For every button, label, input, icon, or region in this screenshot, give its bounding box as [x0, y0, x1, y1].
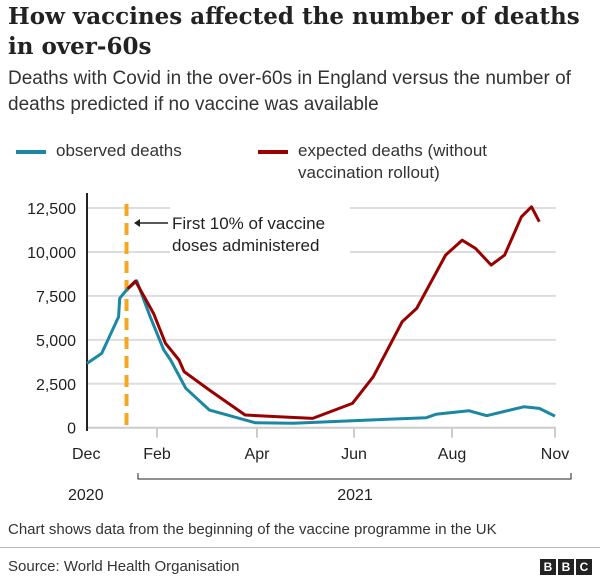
legend-label-observed: observed deaths [56, 141, 182, 160]
footnote: Chart shows data from the beginning of t… [8, 521, 497, 538]
legend-label-expected-2: vaccination rollout) [298, 163, 440, 182]
y-tick-label: 5,000 [36, 333, 76, 350]
source: Source: World Health Organisation [8, 558, 240, 575]
chart-title: How vaccines affected the number of deat… [8, 3, 580, 60]
x-tick-label: Dec [72, 446, 100, 463]
annotation-arrowhead [134, 219, 140, 227]
y-tick-label: 12,500 [27, 201, 76, 218]
annotation-text: First 10% of vaccine [172, 214, 325, 233]
y-tick-label: 7,500 [36, 289, 76, 306]
year-label-2020: 2020 [68, 487, 104, 504]
legend-label-expected-1: expected deaths (without [298, 141, 488, 160]
divider [0, 547, 600, 548]
legend-swatch-observed [16, 150, 46, 154]
y-tick-label: 0 [67, 421, 76, 438]
x-tick-label: Jun [341, 446, 367, 463]
x-tick-label: Nov [541, 446, 569, 463]
series-line-observed [86, 279, 556, 425]
year-label-2021: 2021 [337, 487, 373, 504]
y-tick-label: 2,500 [36, 377, 76, 394]
x-tick-label: Feb [143, 446, 171, 463]
x-tick-label: Apr [245, 446, 271, 463]
chart-subtitle: Deaths with Covid in the over-60s in Eng… [8, 68, 571, 115]
series-line-expected [126, 205, 541, 420]
y-tick-label: 10,000 [27, 245, 76, 262]
year-bracket [137, 473, 572, 480]
annotation-text: doses administered [172, 236, 319, 255]
chart-plot: 0 2,500 5,000 7,500 10,000 12,500 Dec Feb Apr Jun… [27, 193, 572, 504]
legend-swatch-expected [258, 150, 288, 154]
x-tick-label: Aug [438, 446, 466, 463]
